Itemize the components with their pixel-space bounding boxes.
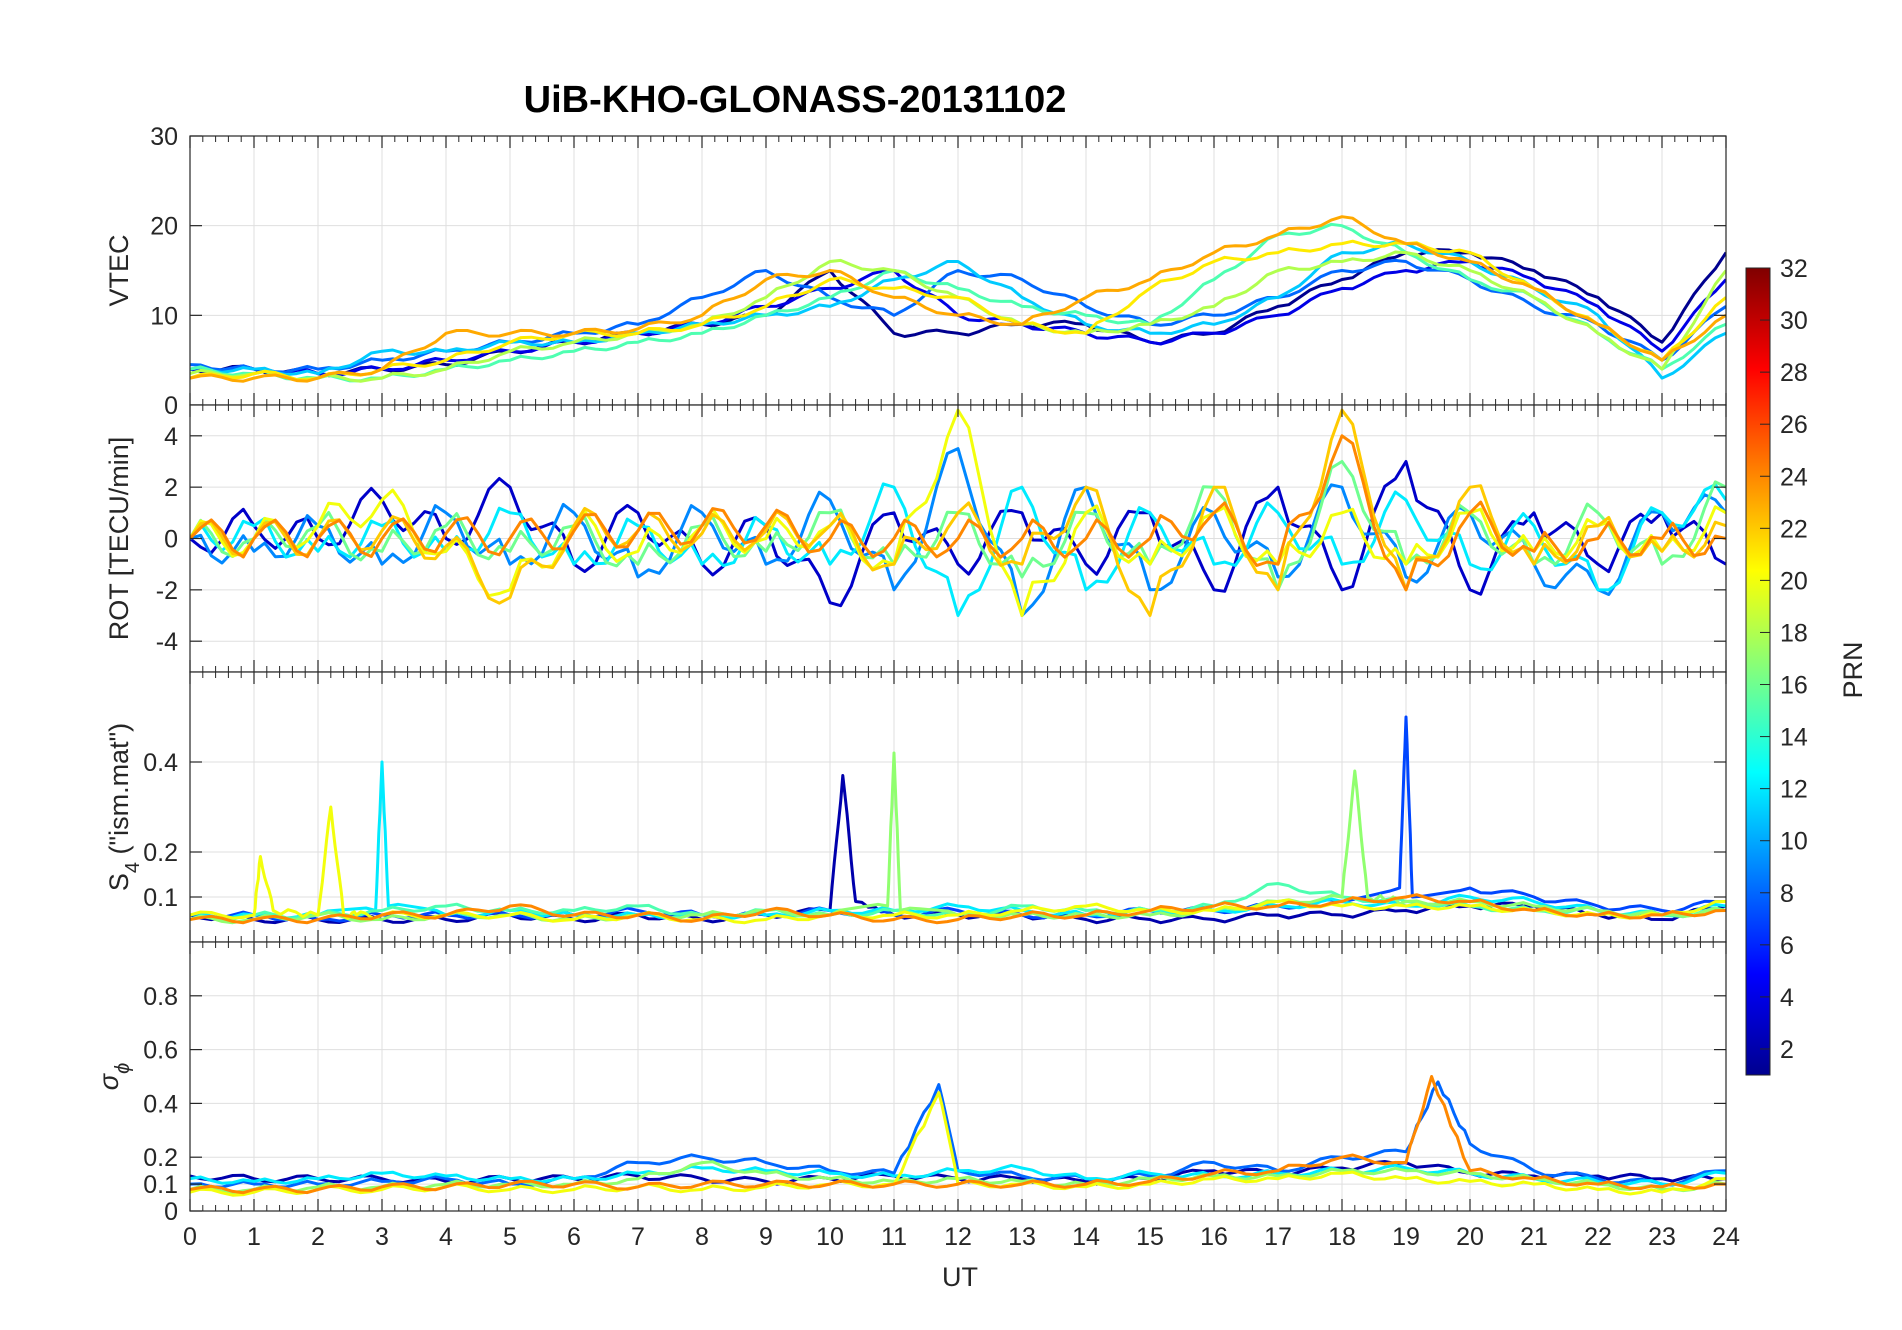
x-tick-label: 6	[567, 1223, 581, 1251]
x-tick-label: 2	[311, 1223, 325, 1251]
y-axis-label: S4 ("ism.mat")	[104, 723, 144, 891]
x-tick-label: 9	[759, 1223, 773, 1251]
colorbar-tick-label: 12	[1780, 776, 1808, 804]
x-tick-label: 14	[1072, 1223, 1100, 1251]
y-tick-label: 10	[150, 302, 178, 330]
series-line-prn-20	[190, 805, 1726, 925]
colorbar-tick-label: 8	[1780, 880, 1794, 908]
y-tick-label: -4	[156, 628, 178, 656]
colorbar-label: PRN	[1838, 641, 1868, 698]
colorbar-tick-label: 30	[1780, 307, 1808, 335]
x-tick-label: 18	[1328, 1223, 1356, 1251]
x-axis-label: UT	[942, 1262, 978, 1292]
colorbar-tick-label: 22	[1780, 515, 1808, 543]
y-tick-label: 0.2	[143, 1144, 178, 1172]
x-tick-label: 8	[695, 1223, 709, 1251]
colorbar-tick-label: 14	[1780, 724, 1808, 752]
panel-rot: -4 -2 0 2 4 ROT [TECU/min]	[104, 404, 1727, 673]
x-tick-label: 20	[1456, 1223, 1484, 1251]
x-tick-label: 12	[944, 1223, 972, 1251]
y-tick-label: 30	[150, 123, 178, 151]
y-tick-label: 0.4	[143, 1090, 178, 1118]
y-axis-label: σϕ	[94, 1063, 134, 1090]
series-line-prn-21	[190, 239, 1726, 382]
series-line-prn-24	[190, 893, 1726, 925]
colorbar-tick-label: 18	[1780, 619, 1808, 647]
y-tick-label: 0	[164, 526, 178, 554]
colorbar-tick-label: 26	[1780, 411, 1808, 439]
y-axis-label: ROT [TECU/min]	[104, 437, 134, 641]
series-group	[190, 715, 1726, 925]
series-group	[190, 215, 1726, 383]
series-line-prn-22	[190, 408, 1726, 617]
series-line-prn-23	[190, 215, 1726, 383]
x-tick-label: 23	[1648, 1223, 1676, 1251]
y-tick-label: 20	[150, 213, 178, 241]
y-tick-label: 0.6	[143, 1037, 178, 1065]
x-tick-label: 0	[183, 1223, 197, 1251]
colorbar-gradient	[1745, 267, 1771, 1076]
colorbar-tick-label: 2	[1780, 1036, 1794, 1064]
y-tick-label: 0	[164, 1198, 178, 1226]
y-tick-label: 0.8	[143, 983, 178, 1011]
colorbar-tick-label: 4	[1780, 984, 1794, 1012]
x-tick-label: 16	[1200, 1223, 1228, 1251]
x-tick-label: 4	[439, 1223, 453, 1251]
x-tick-label: 11	[881, 1223, 907, 1251]
y-tick-label: 2	[164, 474, 178, 502]
panel-s4: 0.1 0.2 0.4S4 ("ism.mat")	[104, 671, 1727, 943]
series-line-prn-3	[190, 460, 1726, 608]
x-tick-label: 13	[1008, 1223, 1036, 1251]
colorbar-tick-label: 28	[1780, 359, 1808, 387]
series-line-prn-24	[190, 434, 1726, 592]
x-tick-label: 15	[1136, 1223, 1164, 1251]
x-tick-label: 17	[1264, 1223, 1292, 1251]
x-tick-label: 10	[816, 1223, 844, 1251]
y-tick-label: 4	[164, 423, 178, 451]
y-tick-label: 0.4	[143, 749, 178, 777]
y-tick-label: 0.2	[143, 839, 178, 867]
x-tick-label: 24	[1712, 1223, 1740, 1251]
y-tick-label: 0.1	[143, 884, 178, 912]
x-tick-label: 1	[247, 1223, 261, 1251]
colorbar-tick-label: 20	[1780, 567, 1808, 595]
colorbar-tick-label: 24	[1780, 463, 1808, 491]
y-tick-label: -2	[156, 577, 178, 605]
x-tick-label: 3	[375, 1223, 389, 1251]
x-tick-label: 5	[503, 1223, 517, 1251]
y-axis-label: VTEC	[104, 234, 134, 306]
y-tick-label: 0.1	[143, 1171, 178, 1199]
x-tick-label: 19	[1392, 1223, 1420, 1251]
y-tick-label: 0	[164, 392, 178, 420]
panel-vtec: 0 10 20 30 VTEC	[104, 123, 1727, 420]
series-group	[190, 1075, 1726, 1197]
x-tick-label: 21	[1520, 1223, 1548, 1251]
colorbar-tick-label: 6	[1780, 932, 1794, 960]
colorbar-tick-label: 10	[1780, 828, 1808, 856]
chart-title: UiB-KHO-GLONASS-20131102	[524, 79, 1067, 121]
colorbar-tick-label: 16	[1780, 672, 1808, 700]
x-tick-label: 7	[631, 1223, 645, 1251]
colorbar-tick-label: 32	[1780, 255, 1808, 283]
series-line-prn-24	[190, 1075, 1726, 1195]
x-tick-label: 22	[1584, 1223, 1612, 1251]
